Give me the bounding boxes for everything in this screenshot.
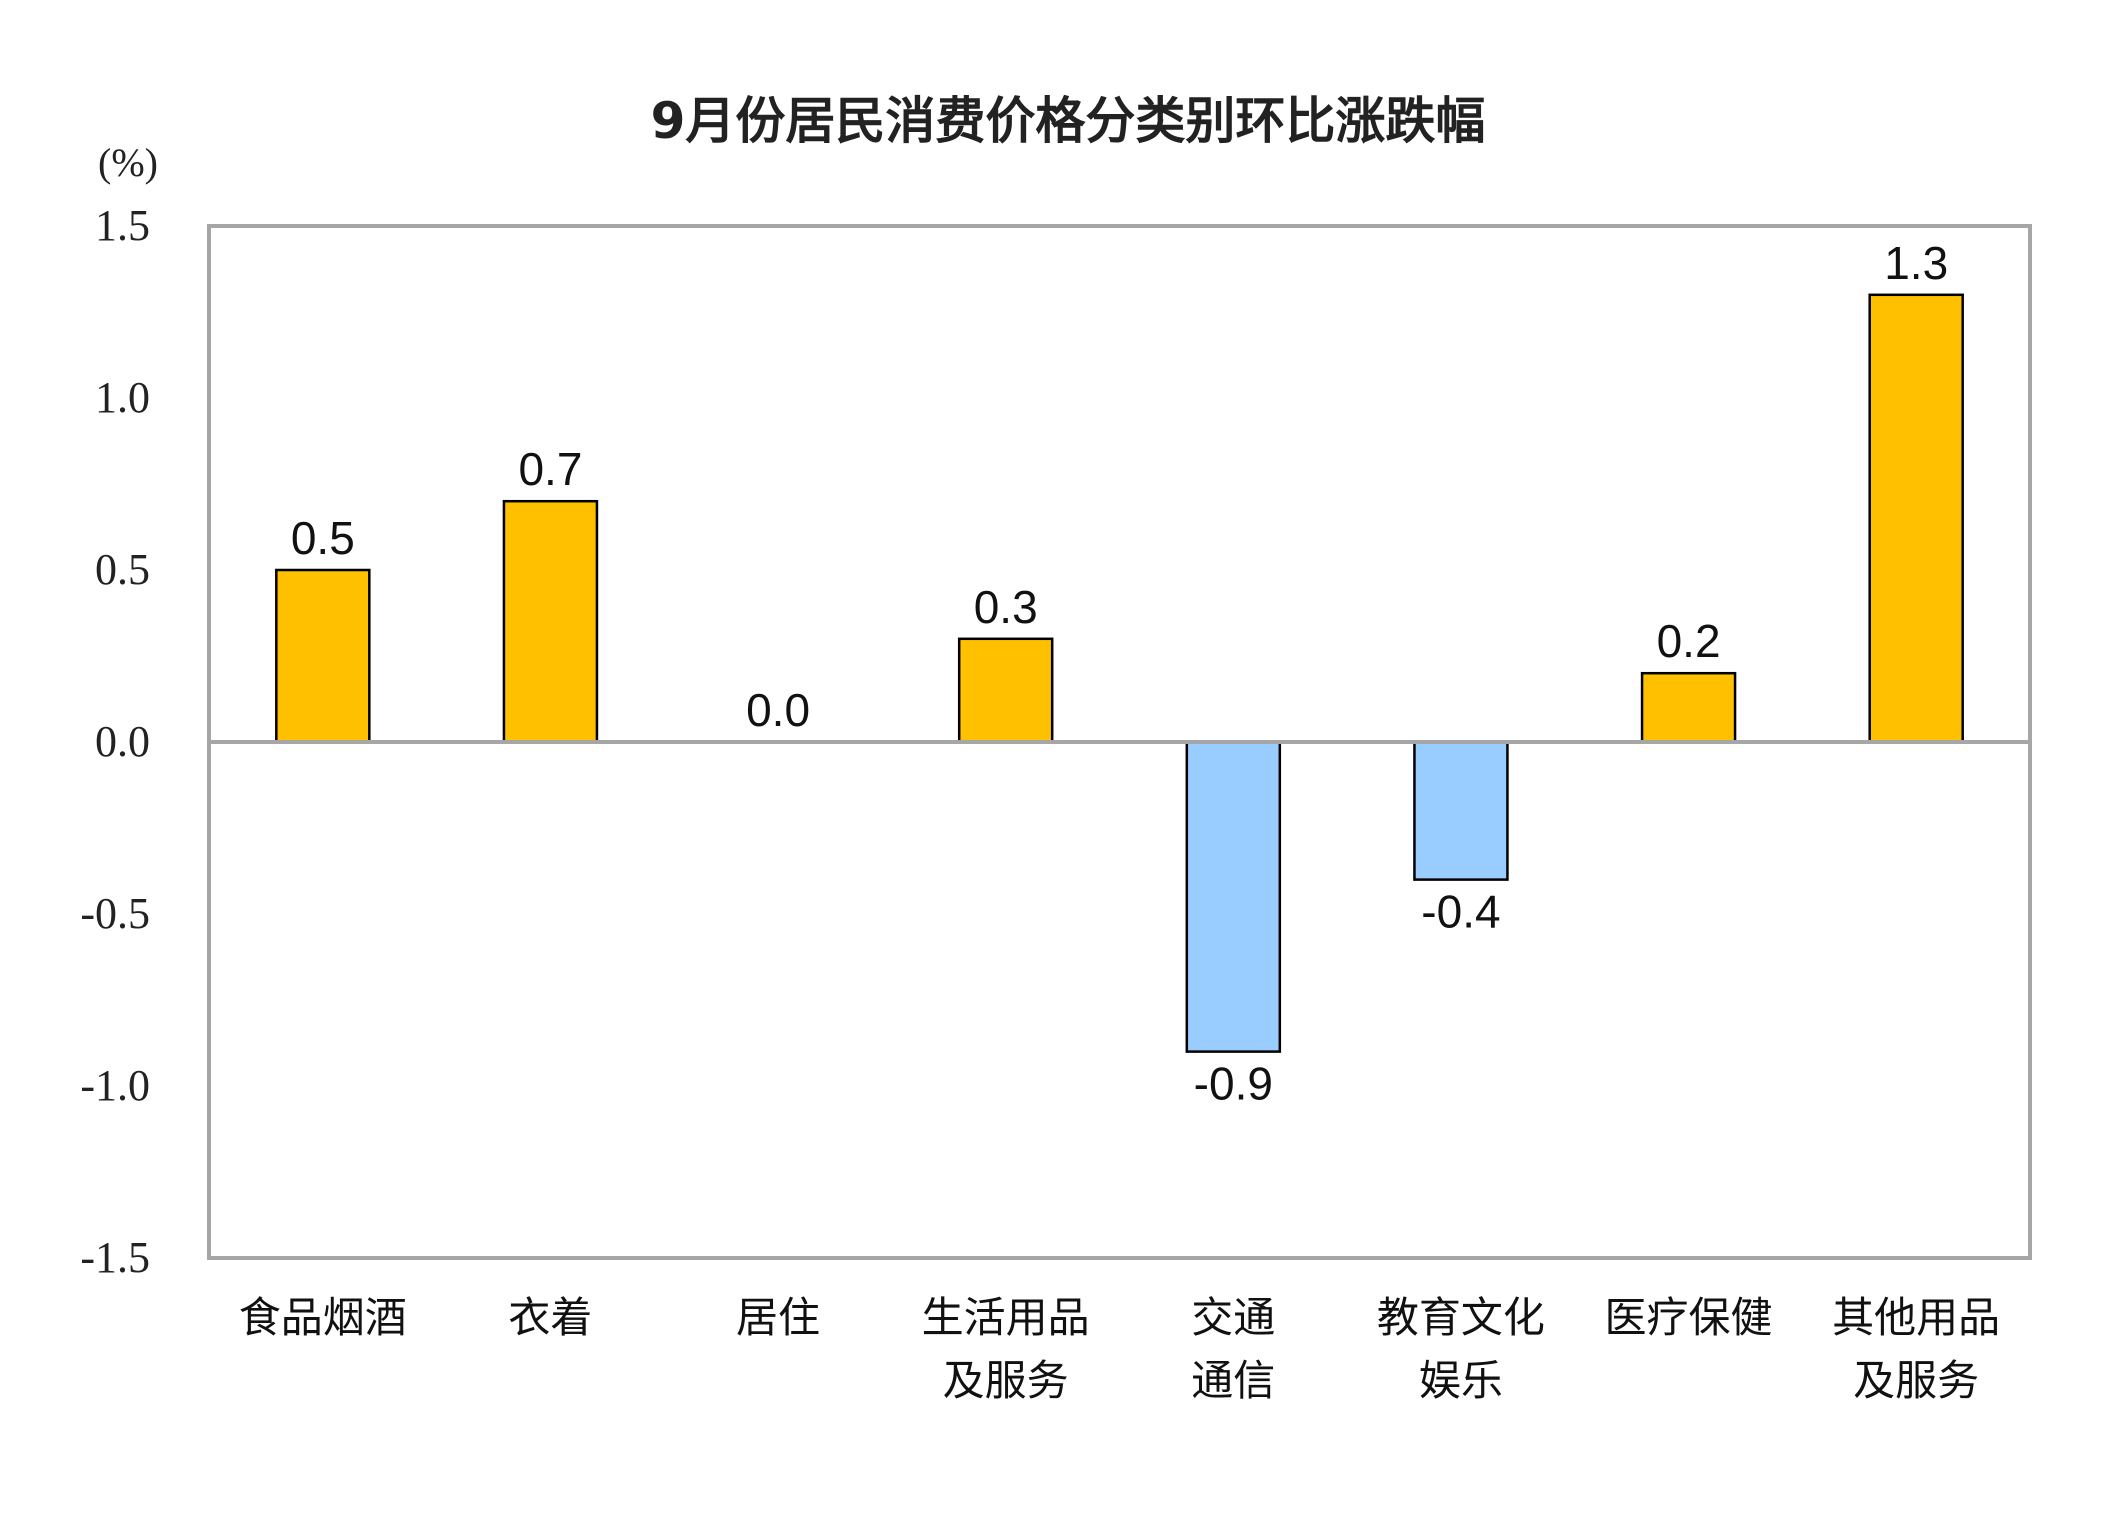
y-tick-label: 1.5 [95, 201, 150, 250]
x-category-label: 衣着 [508, 1293, 592, 1342]
data-label: 0.0 [746, 684, 810, 736]
data-label: 1.3 [1884, 237, 1948, 289]
y-tick-label: 1.0 [95, 373, 150, 422]
x-category-label: 及服务 [1853, 1356, 1979, 1405]
y-tick-label: -1.5 [80, 1233, 150, 1282]
x-category-label: 居住 [736, 1293, 820, 1342]
y-tick-label: -0.5 [80, 889, 150, 938]
x-category-label: 通信 [1191, 1356, 1275, 1405]
bar [1413, 740, 1509, 881]
y-tick-label: 0.5 [95, 545, 150, 594]
data-label: -0.4 [1421, 886, 1500, 938]
x-category-label: 其他用品 [1832, 1293, 2000, 1342]
bar [957, 637, 1054, 744]
bar [275, 568, 371, 744]
x-category-label: 交通 [1191, 1293, 1275, 1342]
y-tick-label: -1.0 [80, 1061, 150, 1110]
x-category-label: 娱乐 [1419, 1356, 1503, 1405]
x-category-label: 食品烟酒 [239, 1293, 407, 1342]
x-category-label: 生活用品 [922, 1293, 1090, 1342]
x-category-label: 医疗保健 [1605, 1293, 1773, 1342]
bar [1640, 671, 1737, 744]
y-axis-unit: (%) [98, 140, 158, 185]
data-label: -0.9 [1194, 1058, 1273, 1110]
bar [1185, 740, 1282, 1053]
bar [1868, 293, 1964, 744]
bar [502, 499, 599, 744]
data-label: 0.2 [1657, 615, 1721, 667]
data-label: 0.5 [291, 512, 355, 564]
x-category-label: 教育文化 [1377, 1293, 1545, 1342]
chart-title: 9月份居民消费价格分类别环比涨跌幅 [651, 92, 1486, 150]
x-category-label: 及服务 [943, 1356, 1069, 1405]
y-tick-label: 0.0 [95, 717, 150, 766]
data-label: 0.7 [518, 443, 582, 495]
data-label: 0.3 [974, 581, 1038, 633]
